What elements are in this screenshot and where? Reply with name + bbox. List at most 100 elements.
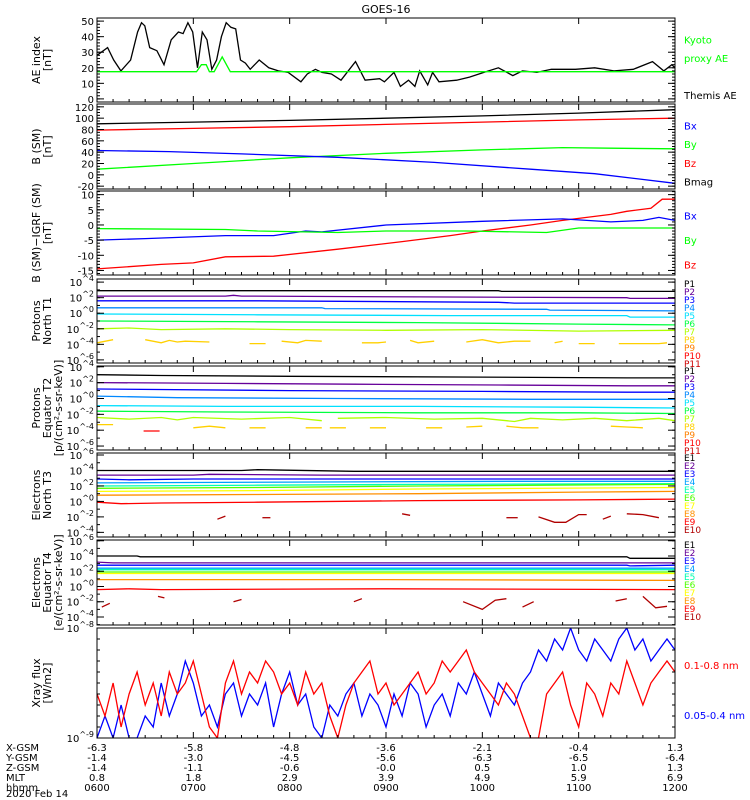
series-p2-line <box>97 294 675 300</box>
series-themis-ae-line <box>97 21 675 88</box>
y-axis-label: [nT] <box>41 49 54 71</box>
y-tick-label: 10^2 <box>69 478 94 493</box>
y-tick-label: 10^4 <box>69 462 94 477</box>
y-tick-label: 10^-8 <box>67 620 94 635</box>
series-bz-line <box>97 198 675 270</box>
y-tick-label: 60 <box>81 137 94 148</box>
y-tick-label: 10^-4 <box>67 524 94 539</box>
series-e1-line <box>97 469 675 472</box>
series-e10-line <box>462 598 507 611</box>
date-label: 2020 Feb 14 <box>6 789 68 800</box>
series-e10-line <box>615 598 627 602</box>
legend-label: Bz <box>684 159 696 170</box>
panel-frame <box>96 539 676 626</box>
x-axis-row-value: -1.4 <box>87 753 107 764</box>
series-kyoto-proxy-ae-line <box>97 55 675 73</box>
x-axis-row-label: Z-GSM <box>6 763 39 774</box>
x-axis-row-value: 1.0 <box>571 763 587 774</box>
y-axis-label: Xray flux <box>30 658 43 708</box>
legend-label: 0.1-0.8 nm <box>684 661 739 672</box>
x-axis-row-value: -0.6 <box>280 763 300 774</box>
y-tick-label: -20 <box>78 182 94 193</box>
x-axis-row-value: -1.1 <box>184 763 204 774</box>
y-axis-label: B (SM) <box>30 128 43 164</box>
y-axis-label: North T3 <box>41 471 54 519</box>
legend-label: E8 <box>684 597 696 607</box>
series-e10-line <box>538 513 587 523</box>
series-p8-line <box>97 339 114 344</box>
series-p1-line <box>97 374 675 379</box>
y-tick-label: 10^-6 <box>67 352 94 367</box>
x-axis-row-value: -4.5 <box>280 753 300 764</box>
series-p3-line <box>97 388 675 393</box>
y-tick-label: 40 <box>81 33 94 44</box>
legend-label: Bz <box>684 261 696 272</box>
y-tick-label: 10^-2 <box>67 509 94 524</box>
legend-label: P7 <box>684 415 695 425</box>
y-tick-label: 10^-2 <box>67 321 94 336</box>
series-group <box>97 374 675 432</box>
panel-7: 10^-410^-210^010^210^410^6 ElectronsEquat… <box>30 533 701 631</box>
y-tick-label: 10^6 <box>69 447 94 462</box>
series-e10-line <box>401 513 411 516</box>
series-0-1-0-8-nm-line <box>97 648 675 738</box>
series-e10-line <box>233 598 242 603</box>
x-axis-row-value: -4.8 <box>280 743 300 754</box>
series-e3-line <box>97 564 675 567</box>
y-axis-label: Equator T2 <box>41 378 54 438</box>
x-axis-row-value: -5.6 <box>376 753 396 764</box>
y-tick-label: 100 <box>75 114 94 125</box>
series-group <box>97 290 675 345</box>
x-axis-row-label: MLT <box>6 773 26 784</box>
legend-label: P5 <box>684 312 695 322</box>
series-e2-line <box>97 473 675 476</box>
y-tick-label: 10 <box>81 79 94 90</box>
legend-label: P9 <box>684 431 695 441</box>
panel-frame <box>96 190 676 276</box>
y-tick-label: 10^2 <box>69 563 94 578</box>
y-tick-label: 5 <box>88 206 94 217</box>
legend-label: E1 <box>684 454 695 464</box>
series-p7-line <box>337 416 675 423</box>
legend-label: P4 <box>684 391 695 401</box>
legend-label: P2 <box>684 375 695 385</box>
legend-label: P6 <box>684 407 695 417</box>
x-axis-row-value: 1.3 <box>667 763 683 774</box>
series-e1-line <box>97 555 675 559</box>
series-e10-line <box>642 595 668 609</box>
series-0-05-0-4-nm-line <box>97 628 675 738</box>
x-axis-row-value: 1100 <box>566 783 591 794</box>
x-axis-row-value: 0700 <box>181 783 206 794</box>
y-axis-label: [p/(cm²-s-sr-keV)] <box>52 360 65 457</box>
y-tick-label: 10 <box>81 191 94 202</box>
series-p3-line <box>97 300 675 304</box>
y-tick-label: 10^-4 <box>67 609 94 624</box>
legend-label: P1 <box>684 367 695 377</box>
series-group <box>97 555 675 611</box>
y-tick-label: 80 <box>81 126 94 137</box>
series-p8-line <box>466 339 531 344</box>
series-e9-line <box>97 588 675 591</box>
x-axis-row-value: 1000 <box>470 783 495 794</box>
series-p2-line <box>97 381 675 387</box>
x-axis-row-value: -6.3 <box>87 743 107 754</box>
legend-label: E4 <box>684 565 696 575</box>
series-p4-line <box>97 395 675 400</box>
x-axis-row-value: -6.4 <box>665 753 685 764</box>
x-axis-row-label: Y-GSM <box>5 753 38 764</box>
series-e5-line <box>97 482 675 487</box>
y-axis-label: Protons <box>30 300 43 341</box>
y-tick-label: 10^-2 <box>67 594 94 609</box>
x-axis-row-label: X-GSM <box>6 743 39 754</box>
legend-label: E8 <box>684 510 696 520</box>
series-e10-line <box>157 595 165 599</box>
series-group <box>97 198 675 270</box>
y-tick-label: 10^6 <box>69 533 94 548</box>
legend-label: Themis AE <box>683 91 737 102</box>
legend-label: E2 <box>684 462 695 472</box>
series-group <box>97 21 675 88</box>
y-tick-label: 10^0 <box>69 579 94 594</box>
plot-title: GOES-16 <box>361 3 410 16</box>
series-group <box>97 109 675 184</box>
x-axis-row-value: 1.3 <box>667 743 683 754</box>
